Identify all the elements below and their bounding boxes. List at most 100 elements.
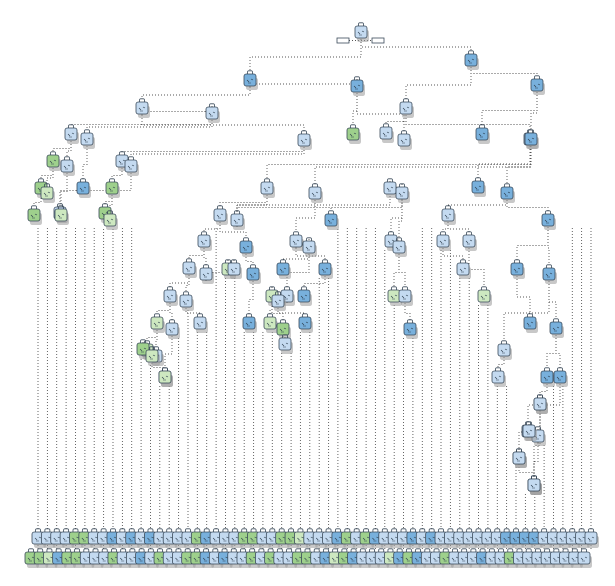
tree-node xyxy=(280,286,295,306)
tree-node xyxy=(436,231,451,251)
tree-node xyxy=(392,237,407,257)
tree-node xyxy=(205,103,220,123)
tree-node xyxy=(179,291,194,311)
tree-link-n30 xyxy=(477,146,532,178)
tree-node xyxy=(527,475,542,495)
tree-link-n38 xyxy=(219,222,247,238)
tree-node xyxy=(524,129,539,149)
tree-node xyxy=(540,367,555,387)
tree-node xyxy=(64,124,79,144)
tree-node xyxy=(260,178,275,198)
tree-link-n52 xyxy=(286,254,310,287)
tree-node xyxy=(441,205,456,225)
tree-link-n29 xyxy=(295,200,316,232)
tree-link-n55 xyxy=(447,222,470,232)
tree-node xyxy=(163,286,178,306)
tree-link-n25 xyxy=(59,173,132,204)
tree-node xyxy=(182,258,197,278)
tree-node xyxy=(242,313,257,333)
tree-node xyxy=(165,319,180,339)
tree-node xyxy=(150,313,165,333)
tree-node xyxy=(297,286,312,306)
tree-node xyxy=(76,178,91,198)
tree-node xyxy=(491,367,506,387)
tree-link-n81 xyxy=(555,335,561,368)
tree-link-n68 xyxy=(468,248,485,287)
tree-node xyxy=(475,124,490,144)
tree-node xyxy=(308,183,323,203)
tree-link-n93 xyxy=(533,443,539,476)
tree-node xyxy=(354,22,369,42)
tree-link-n20 xyxy=(314,146,531,184)
tree-node xyxy=(533,394,548,414)
tree-link-n33 xyxy=(46,168,54,184)
tree-node xyxy=(263,313,278,333)
tree-link-n57 xyxy=(547,227,550,265)
tree-link-n84 xyxy=(164,336,173,368)
tree-node xyxy=(497,340,512,360)
tree-node xyxy=(500,183,515,203)
tree-link-n73 xyxy=(169,303,173,320)
tree-link-n64 xyxy=(398,254,406,287)
tree-node xyxy=(397,130,412,150)
leaf-node xyxy=(577,548,592,568)
tree-link-n51 xyxy=(282,254,310,260)
tree-node xyxy=(158,367,173,387)
tree-node xyxy=(398,286,413,306)
tree-node xyxy=(46,151,61,171)
tree-link-n47 xyxy=(203,248,207,265)
tree-link-n4 xyxy=(249,77,358,87)
tree-link-n67 xyxy=(442,248,464,260)
tree-node xyxy=(239,237,254,257)
tree-link-n3 xyxy=(141,87,251,99)
tree-link-n24 xyxy=(111,168,123,179)
tree-link-n86 xyxy=(539,384,548,395)
tree-link-n13 xyxy=(481,92,538,125)
tree-node xyxy=(289,231,304,251)
leaf-node xyxy=(584,528,599,548)
tree-node xyxy=(512,448,527,468)
tree-link-n56 xyxy=(516,227,549,260)
tree-link-n75 xyxy=(404,303,411,320)
tree-link-n7 xyxy=(141,104,213,115)
tree-nodes xyxy=(24,22,599,568)
tree-node xyxy=(271,291,286,311)
tree-link-n31 xyxy=(506,146,532,184)
root-split-bar-right xyxy=(371,37,385,44)
tree-node xyxy=(522,421,537,441)
tree-node xyxy=(40,183,55,203)
tree-node xyxy=(105,178,120,198)
tree-node xyxy=(199,264,214,284)
tree-link-n19 xyxy=(266,146,531,179)
tree-node xyxy=(456,259,471,279)
tree-node xyxy=(350,76,365,96)
tree-link-n45 xyxy=(33,195,42,206)
tree-node xyxy=(541,210,556,230)
tree-link-n44 xyxy=(506,200,549,211)
tree-node xyxy=(510,259,525,279)
tree-node xyxy=(145,346,160,366)
tree-link-n14 xyxy=(530,92,538,130)
tree-node xyxy=(530,75,545,95)
tree-node xyxy=(193,313,208,333)
tree-link-n71 xyxy=(548,281,557,319)
tree-node xyxy=(477,286,492,306)
tree-node xyxy=(387,286,402,306)
tree-node xyxy=(324,210,339,230)
tree-node xyxy=(276,319,291,339)
tree-node xyxy=(297,130,312,150)
tree-link-n69 xyxy=(516,276,531,314)
tree-link-n12 xyxy=(405,115,531,130)
tree-link-n53 xyxy=(303,276,326,287)
tree-link-n62 xyxy=(248,281,254,314)
tree-node xyxy=(227,259,242,279)
tree-link-n2 xyxy=(360,39,472,51)
tree-node xyxy=(80,129,95,149)
tree-link-n34 xyxy=(60,173,68,206)
tree-link-n27 xyxy=(236,195,268,211)
tree-node xyxy=(103,210,118,230)
tree-node xyxy=(298,313,313,333)
tree-node xyxy=(523,313,538,333)
leaf-node xyxy=(78,528,93,548)
